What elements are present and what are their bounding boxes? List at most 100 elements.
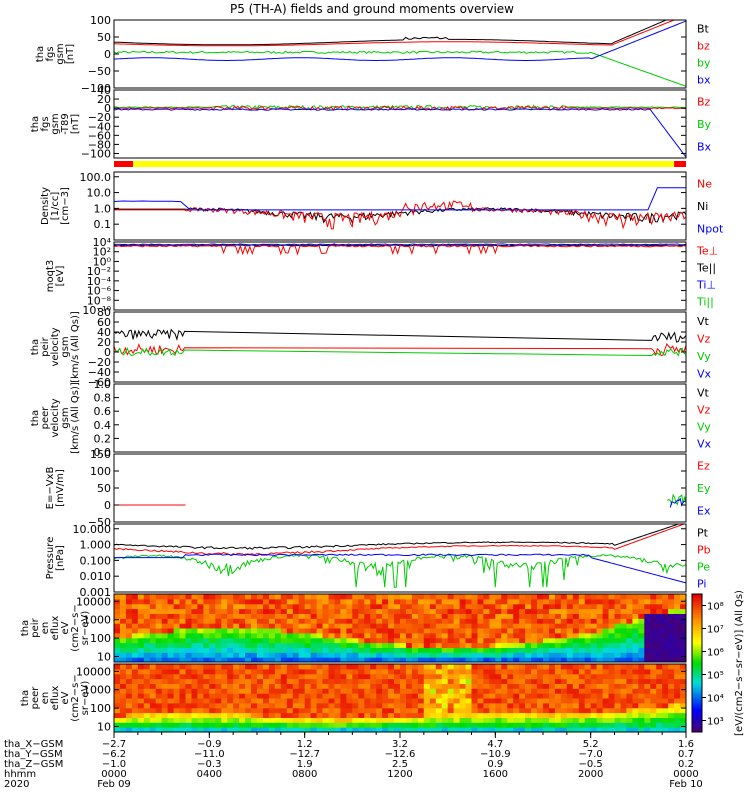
spectrogram-cell <box>143 722 151 728</box>
spectrogram-cell <box>674 712 681 718</box>
spectrogram-cell <box>537 693 544 699</box>
spectrogram-cell <box>322 683 329 689</box>
spectrogram-cell <box>429 657 437 663</box>
spectrogram-cell <box>131 647 139 653</box>
spectrogram-cell <box>614 698 621 704</box>
spectrogram-cell <box>322 673 329 680</box>
spectrogram-cell <box>584 668 592 675</box>
spectrogram-cell <box>215 613 222 619</box>
xtick-label: 1.9 <box>297 759 313 770</box>
spectrogram-cell <box>662 637 669 644</box>
spectrogram-cell <box>411 678 419 684</box>
spectrogram-cell <box>179 702 186 709</box>
spectrogram-cell <box>549 707 556 714</box>
spectrogram-cell <box>388 722 395 728</box>
spectrogram-cell <box>286 722 294 728</box>
spectrogram-cell <box>304 647 312 653</box>
spectrogram-cell <box>596 717 604 723</box>
colorbar-cell <box>692 656 702 659</box>
spectrogram-cell <box>382 698 389 704</box>
spectrogram-cell <box>650 603 657 610</box>
spectrogram-cell <box>370 637 377 644</box>
spectrogram-cell <box>441 618 449 624</box>
spectrogram-cell <box>209 603 216 610</box>
spectrogram-cell <box>239 673 246 680</box>
spectrogram-cell <box>411 603 419 610</box>
spectrogram-cell <box>578 678 586 684</box>
spectrogram-cell <box>316 628 324 634</box>
spectrogram-cell <box>662 642 669 648</box>
spectrogram-cell <box>298 642 306 648</box>
spectrogram-cell <box>596 668 604 675</box>
ytick-label: 100 <box>90 702 111 715</box>
spectrogram-cell <box>114 678 121 684</box>
spectrogram-cell <box>662 668 669 675</box>
ytick-label: 0.001 <box>80 586 112 599</box>
spectrogram-cell <box>549 637 556 644</box>
spectrogram-cell <box>513 678 520 684</box>
spectrogram-cell <box>340 698 347 704</box>
spectrogram-cell <box>376 707 383 714</box>
spectrogram-cell <box>328 707 335 714</box>
spectrogram-cell <box>435 637 443 644</box>
spectrogram-cell <box>328 657 335 663</box>
spectrogram-cell <box>328 608 335 614</box>
spectrogram-cell <box>185 702 192 709</box>
spectrogram-cell <box>519 608 526 614</box>
spectrogram-cell <box>519 664 526 670</box>
spectrogram-cell <box>483 647 490 653</box>
spectrogram-cell <box>531 668 538 675</box>
spectrogram-cell <box>441 707 449 714</box>
spectrogram-cell <box>525 722 532 728</box>
spectrogram-cell <box>131 722 139 728</box>
spectrogram-cell <box>376 632 383 639</box>
spectrogram-cell <box>227 608 234 614</box>
spectrogram-cell <box>197 642 204 648</box>
spectrogram-cell <box>322 628 329 634</box>
spectrogram-cell <box>417 698 425 704</box>
spectrogram-cell <box>179 678 186 684</box>
spectrogram-cell <box>525 652 532 658</box>
spectrogram-cell <box>298 688 306 694</box>
spectrogram-cell <box>304 598 312 605</box>
spectrogram-cell <box>286 628 294 634</box>
spectrogram-cell <box>417 603 425 610</box>
spectrogram-cell <box>364 628 371 634</box>
spectrogram-cell <box>638 683 645 689</box>
spectrogram-cell <box>417 727 425 733</box>
trace-Pe <box>114 553 686 588</box>
spectrogram-cell <box>453 693 461 699</box>
spectrogram-cell <box>644 618 651 624</box>
spectrogram-cell <box>513 603 520 610</box>
spectrogram-cell <box>328 637 335 644</box>
spectrogram-cell <box>382 618 389 624</box>
spectrogram-cell <box>227 652 234 658</box>
spectrogram-cell <box>334 613 341 619</box>
spectrogram-cell <box>441 698 449 704</box>
spectrogram-cell <box>614 652 621 658</box>
spectrogram-cell <box>149 717 157 723</box>
xtick-label: −12.6 <box>385 749 416 760</box>
spectrogram-cell <box>465 647 472 653</box>
spectrogram-cell <box>376 722 383 728</box>
spectrogram-cell <box>310 603 318 610</box>
spectrogram-cell <box>274 693 282 699</box>
spectrogram-cell <box>513 608 520 614</box>
spectrogram-cell <box>626 623 633 629</box>
spectrogram-cell <box>125 632 133 639</box>
spectrogram-cell <box>364 712 371 718</box>
spectrogram-cell <box>310 683 318 689</box>
spectrogram-cell <box>554 698 562 704</box>
spectrogram-cell <box>626 594 633 600</box>
spectrogram-cell <box>251 727 258 733</box>
spectrogram-cell <box>114 594 121 600</box>
spectrogram-cell <box>149 712 157 718</box>
spectrogram-cell <box>251 717 258 723</box>
spectrogram-cell <box>537 628 544 634</box>
spectrogram-cell <box>239 647 246 653</box>
spectrogram-cell <box>149 613 157 619</box>
spectrogram-cell <box>263 603 270 610</box>
colorbar-cell <box>692 617 702 620</box>
spectrogram-cell <box>554 603 562 610</box>
spectrogram-cell <box>131 673 139 680</box>
